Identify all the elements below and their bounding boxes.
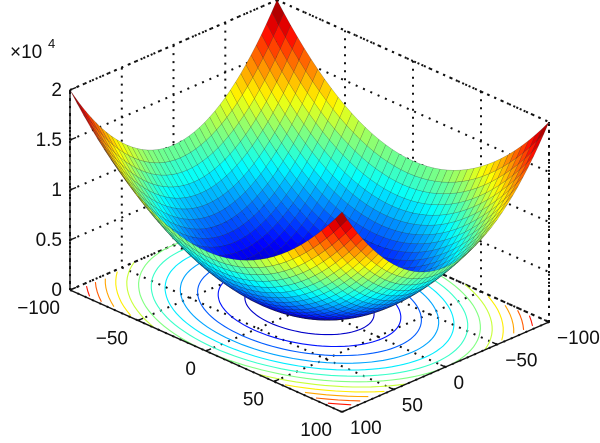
x-tick-label: 0 — [185, 359, 196, 380]
x-tick-mark — [69, 287, 76, 291]
contour-line — [284, 384, 385, 393]
x-tick-label: 50 — [243, 390, 264, 411]
y-tick-label: −50 — [505, 351, 537, 372]
contour-line — [115, 271, 132, 316]
z-grid-line — [69, 0, 550, 123]
contour-line — [504, 305, 515, 334]
x-tick-label: −100 — [17, 298, 60, 319]
contour-line — [150, 235, 469, 377]
y-tick-mark — [388, 386, 395, 391]
z-tick-mark — [69, 136, 77, 141]
contour-line — [487, 296, 504, 341]
contour-line — [517, 310, 525, 330]
z-tick-label: 1.5 — [36, 130, 62, 151]
z-tick-mark — [69, 186, 77, 191]
contour-line — [85, 285, 91, 297]
z-scale-exponent: 4 — [48, 36, 55, 51]
y-tick-mark — [543, 319, 550, 323]
z-tick-mark — [69, 236, 77, 241]
y-tick-mark — [491, 341, 498, 346]
surface-facet — [334, 211, 348, 227]
contour-line — [126, 262, 155, 328]
x-tick-mark — [273, 378, 280, 383]
contour-line — [315, 397, 361, 402]
x-tick-label: 100 — [300, 420, 332, 441]
x-tick-mark — [137, 317, 144, 322]
surface-mesh — [69, 0, 550, 321]
x-tick-mark — [341, 409, 348, 413]
y-tick-label: −100 — [557, 328, 600, 349]
surface-facet — [80, 104, 93, 124]
z-tick-label: 2 — [51, 80, 62, 101]
contour-line — [464, 284, 493, 350]
z-tick-label: 0 — [51, 280, 62, 301]
surface-facet — [69, 89, 83, 111]
x-tick-label: −50 — [96, 329, 128, 350]
contour-line — [304, 391, 369, 398]
contour-line — [94, 282, 102, 302]
contour-line — [258, 373, 406, 388]
surface-facet — [271, 0, 284, 26]
surface-facet — [75, 97, 88, 118]
box-edge-back — [276, 0, 550, 123]
contour-line — [528, 315, 534, 327]
z-tick-mark — [69, 86, 77, 91]
axis-ticks: 0 0.5 1 1.5 2 −100 −50 0 50 100 100 50 0 −50 −100 — [17, 80, 600, 441]
x-tick-mark — [205, 348, 212, 352]
y-tick-label: 50 — [402, 396, 423, 417]
z-tick-label: 0.5 — [36, 230, 62, 251]
y-tick-label: 0 — [454, 373, 465, 394]
z-scale-label: ×10 — [10, 42, 42, 63]
contour-line — [327, 402, 352, 406]
surface-facet — [536, 121, 550, 141]
z-tick-label: 1 — [51, 180, 62, 201]
x-grid-line — [273, 91, 482, 383]
y-tick-mark — [336, 409, 343, 413]
contour-line — [138, 229, 481, 383]
contour-line — [104, 278, 115, 307]
y-tick-mark — [440, 364, 446, 368]
y-tick-label: 100 — [350, 418, 382, 439]
